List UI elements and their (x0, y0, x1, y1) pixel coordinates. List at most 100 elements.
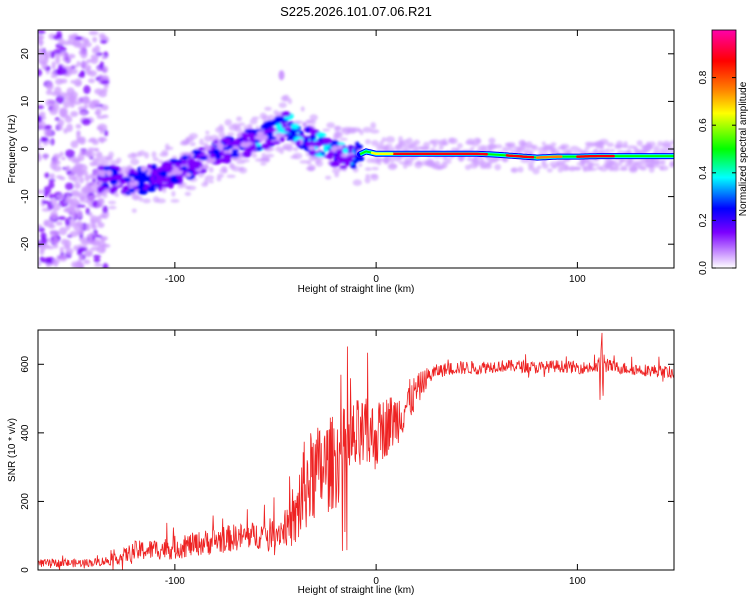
spectrogram-faint-blob (657, 141, 663, 147)
spectrogram-faint-blob (564, 167, 573, 171)
spectrogram-noise-blob (73, 223, 83, 231)
spectrogram-faint-blob (316, 160, 323, 167)
spectrogram-faint-blob (597, 141, 605, 144)
spectrogram-noise-blob (58, 92, 66, 96)
spectrogram-noise-blob (90, 247, 100, 251)
spectrogram-ridge-blob (284, 128, 290, 132)
spectrogram-faint-blob (637, 140, 643, 146)
spectrogram-noise-blob (93, 255, 101, 258)
spectrogram-faint-blob (427, 159, 434, 164)
spectrogram-faint-blob (288, 98, 292, 104)
spectrogram-ridge-blob (129, 188, 135, 193)
spectrogram-ridge-blob (336, 150, 343, 155)
spectrogram-noise-blob (69, 67, 74, 72)
spectrogram-noise-blob (101, 244, 110, 248)
ridge-hot-segment (537, 157, 561, 158)
spectrogram-noise-blob (44, 129, 52, 138)
spectrogram-noise-blob (40, 250, 45, 256)
spectrogram-faint-blob (139, 196, 143, 202)
spectrogram-faint-blob (620, 168, 628, 171)
spectrogram-noise-blob (60, 79, 67, 84)
spectrogram-y-tick-label: 20 (20, 48, 31, 60)
spectrogram-faint-blob (186, 139, 193, 143)
spectrogram-faint-blob (377, 159, 382, 165)
spectrogram-faint-blob (574, 167, 581, 171)
spectrogram-ridge-blob (249, 148, 253, 153)
spectrogram-noise-blob (100, 127, 105, 134)
snr-y-tick-label: 400 (20, 424, 31, 441)
spectrogram-noise-blob (41, 237, 48, 245)
spectrogram-faint-blob (156, 198, 166, 203)
spectrogram-faint-blob (153, 157, 159, 161)
snr-y-tick-label: 200 (20, 493, 31, 510)
spectrogram-noise-blob (36, 115, 42, 123)
snr-y-tick-label: 600 (20, 356, 31, 373)
spectrogram-faint-blob (217, 174, 224, 178)
spectrogram-ridge-blob (199, 157, 208, 161)
spectrogram-x-label: Height of straight line (km) (298, 284, 415, 295)
spectrogram-ridge-blob (250, 136, 256, 143)
colorbar-tick-label: 0.6 (698, 118, 709, 132)
spectrogram-ridge-blob (167, 166, 174, 171)
spectrogram-noise-blob (72, 210, 77, 218)
spectrogram-noise-blob (90, 215, 98, 223)
spectrogram-noise-blob (102, 206, 108, 214)
spectrogram-noise-blob (86, 223, 91, 231)
spectrogram-noise-blob (83, 260, 90, 265)
spectrogram-faint-blob (383, 160, 389, 163)
spectrogram-faint-blob (97, 198, 103, 204)
spectrogram-noise-blob (60, 247, 64, 254)
spectrogram-faint-blob (365, 177, 371, 184)
spectrogram-ridge-blob (175, 162, 181, 167)
spectrogram-ridge-blob (202, 165, 209, 169)
spectrogram-noise-blob (78, 263, 83, 271)
spectrogram-faint-blob (644, 160, 653, 167)
spectrogram-noise-blob (100, 248, 105, 252)
spectrogram-ridge-blob (312, 135, 316, 140)
spectrogram-faint-blob (260, 162, 266, 165)
spectrogram-faint-blob (465, 141, 474, 145)
colorbar: 0.00.20.40.60.8 Normalized spectral ampl… (698, 30, 749, 275)
spectrogram-noise-blob (46, 90, 52, 95)
spectrogram-faint-blob (607, 143, 615, 148)
spectrogram-faint-blob (457, 143, 463, 148)
spectrogram-noise-blob (43, 220, 49, 227)
spectrogram-faint-blob (94, 148, 99, 152)
spectrogram-noise-blob (44, 172, 49, 178)
spectrogram-ridge-blob (295, 140, 301, 146)
spectrogram-faint-blob (512, 146, 521, 149)
spectrogram-faint-blob (74, 157, 81, 162)
spectrogram-faint-blob (467, 156, 471, 161)
spectrogram-noise-blob (97, 222, 104, 228)
spectrogram-noise-blob (76, 124, 82, 129)
spectrogram-faint-blob (260, 113, 267, 120)
spectrogram-ridge-blob (177, 176, 184, 179)
spectrogram-faint-blob (227, 175, 236, 178)
spectrogram-noise-blob (44, 154, 48, 161)
spectrogram-ridge-blob (182, 155, 189, 160)
spectrogram-ridge-blob (330, 161, 340, 167)
snr-x-label: Height of straight line (km) (298, 585, 415, 596)
spectrogram-faint-blob (73, 179, 80, 183)
spectrogram-ridge-blob (321, 151, 325, 155)
spectrogram-noise-blob (65, 116, 72, 123)
spectrogram-faint-blob (552, 165, 558, 169)
spectrogram-noise-blob (87, 234, 92, 237)
spectrogram-ridge-blob (150, 171, 159, 176)
spectrogram-faint-blob (236, 116, 242, 121)
spectrogram-ridge-blob (242, 139, 250, 143)
spectrogram-noise-blob (50, 230, 59, 237)
spectrogram-y-tick-label: -10 (20, 189, 31, 204)
spectrogram-ridge-blob (204, 145, 211, 150)
spectrogram-noise-blob (84, 42, 92, 47)
spectrogram-faint-blob (662, 143, 671, 147)
spectrogram-ridge-blob (151, 184, 162, 187)
spectrogram-x-tick-label: 100 (569, 274, 586, 285)
spectrogram-faint-blob (108, 201, 116, 205)
colorbar-gradient (712, 30, 736, 268)
spectrogram-noise-blob (97, 116, 105, 119)
spectrogram-faint-blob (439, 139, 445, 144)
spectrogram-noise-blob (100, 237, 105, 243)
